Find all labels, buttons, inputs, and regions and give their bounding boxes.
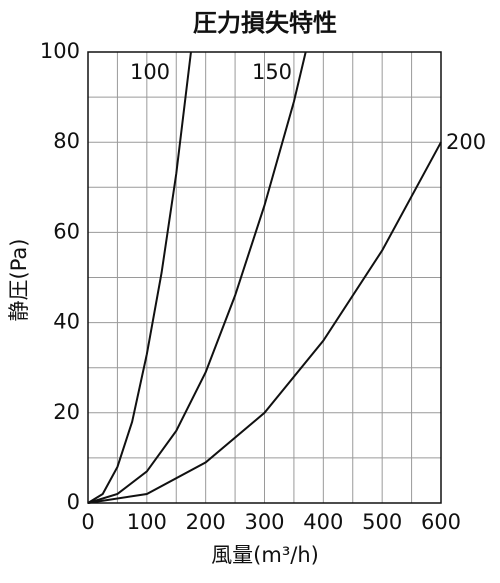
y-tick-label: 0 — [67, 490, 80, 514]
y-tick-label: 60 — [53, 219, 80, 243]
series-label: 150 — [252, 60, 292, 84]
y-tick-label: 20 — [53, 400, 80, 424]
y-tick-label: 40 — [53, 310, 80, 334]
x-tick-label: 600 — [421, 510, 461, 534]
y-tick-label: 80 — [53, 129, 80, 153]
x-tick-label: 300 — [244, 510, 284, 534]
series-line — [87, 51, 307, 504]
x-tick-label: 400 — [303, 510, 343, 534]
series-line — [87, 141, 442, 504]
series-label: 200 — [446, 130, 486, 154]
x-tick-label: 500 — [362, 510, 402, 534]
y-axis-label: 静圧(Pa) — [7, 239, 31, 322]
chart-title: 圧力損失特性 — [193, 9, 337, 37]
x-tick-label: 200 — [186, 510, 226, 534]
y-tick-label: 100 — [40, 39, 80, 63]
x-tick-label: 0 — [81, 510, 94, 534]
series-label: 100 — [130, 60, 170, 84]
plot-frame — [87, 51, 442, 504]
x-axis-label: 風量(m³/h) — [211, 543, 319, 567]
series-line — [87, 51, 192, 504]
x-tick-label: 100 — [127, 510, 167, 534]
